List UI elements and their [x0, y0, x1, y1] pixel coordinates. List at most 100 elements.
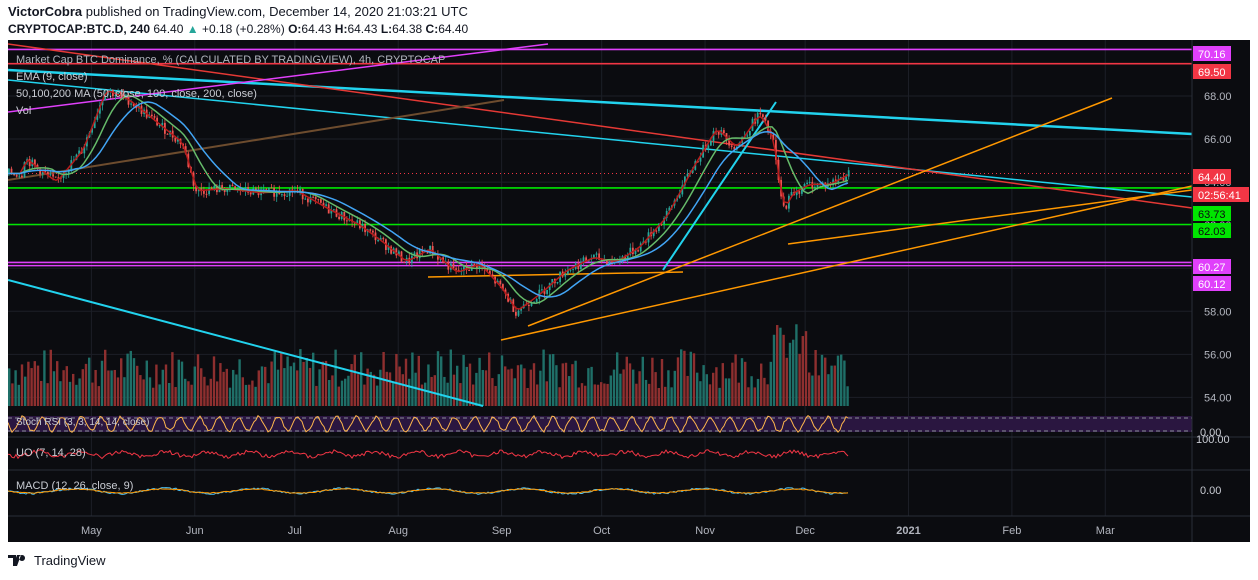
price-tag-bg: [1193, 187, 1249, 202]
volume-bar: [612, 369, 616, 406]
volume-bar: [14, 370, 17, 406]
candle-body: [452, 263, 455, 269]
candle-body: [798, 191, 801, 194]
volume-bar: [238, 359, 241, 406]
volume-bar: [811, 375, 814, 406]
trendline-cyan-upper: [8, 68, 1193, 136]
candle-body: [15, 174, 18, 177]
trendline-cyan-short: [662, 101, 777, 271]
volume-bar: [772, 334, 776, 406]
close-label: C:: [425, 22, 439, 36]
candle-body: [177, 138, 179, 142]
volume-bar: [353, 354, 356, 406]
volume-bar: [408, 378, 411, 406]
volume-bar: [232, 369, 235, 406]
volume-bar: [395, 353, 398, 406]
volume-bar: [440, 356, 443, 406]
trendline-magenta: [8, 43, 549, 113]
candle-body: [668, 207, 671, 211]
footer-brand[interactable]: TradingView: [34, 552, 106, 568]
volume-bar: [552, 354, 555, 406]
volume-bar: [664, 386, 667, 406]
volume-bar: [155, 364, 158, 406]
candle-body: [606, 259, 608, 265]
candle-body: [317, 199, 320, 201]
volume-bar: [411, 352, 414, 406]
volume-bar: [596, 384, 600, 406]
volume-bar: [369, 371, 372, 406]
candle-body: [265, 189, 268, 191]
candle-body: [91, 128, 93, 133]
trendline-red: [8, 43, 1193, 209]
volume-bar: [356, 374, 360, 406]
high-label: H:: [334, 22, 348, 36]
volume-bar: [728, 378, 731, 406]
price-tag-text: 62.03: [1198, 226, 1226, 238]
author-name[interactable]: VictorCobra: [8, 4, 83, 19]
volume-bar: [667, 370, 670, 406]
footer: TradingView: [8, 552, 106, 568]
volume-bar: [24, 376, 27, 406]
volume-bar: [593, 384, 596, 406]
candle-body: [93, 119, 96, 129]
volume-bar: [168, 382, 171, 406]
candle-body: [551, 278, 554, 284]
volume-bar: [248, 384, 251, 406]
volume-bar: [420, 384, 424, 406]
volume-bar: [372, 374, 376, 406]
candle-body: [359, 220, 361, 229]
volume-bar: [740, 358, 744, 406]
candle-body: [96, 113, 99, 120]
volume-bar: [216, 381, 219, 406]
candle-body: [47, 172, 49, 175]
candle-body: [608, 260, 611, 265]
candle-body: [44, 170, 47, 173]
legend-vol: Vol: [16, 105, 32, 117]
x-tick-label: Sep: [492, 525, 512, 537]
candle-body: [585, 257, 587, 262]
volume-bar: [376, 385, 379, 406]
candle-body: [78, 150, 80, 155]
price-tag-bg: [1193, 169, 1231, 184]
volume-bar: [289, 366, 292, 406]
volume-bar: [449, 349, 452, 406]
volume-bar: [526, 387, 529, 406]
candle-body: [8, 168, 10, 174]
volume-bar: [737, 382, 740, 406]
volume-bar: [219, 363, 222, 406]
candle-body: [665, 210, 668, 218]
volume-bar: [600, 382, 603, 406]
volume-bar: [321, 361, 324, 406]
candle-body: [356, 220, 359, 224]
candle-body: [624, 256, 626, 260]
candle-body: [556, 282, 559, 284]
volume-bar: [17, 384, 20, 406]
candle-body: [229, 184, 231, 189]
volume-bar: [273, 351, 276, 406]
trendline-orange-2: [527, 97, 1113, 327]
volume-bar: [392, 382, 395, 406]
volume-bar: [708, 384, 712, 406]
volume-bar: [113, 369, 116, 406]
candle-body: [67, 169, 70, 174]
candle-body: [437, 254, 439, 260]
volume-bar: [414, 372, 417, 406]
candle-body: [733, 146, 736, 150]
volume-bar: [635, 383, 638, 406]
volume-bar: [145, 360, 148, 406]
trendline-orange-1: [427, 271, 684, 278]
chart-area[interactable]: 68.0066.0064.0062.0060.0058.0056.0054.00…: [8, 40, 1250, 542]
open-label: O:: [288, 22, 302, 36]
volume-bar: [814, 350, 817, 406]
volume-bar: [824, 357, 827, 406]
y-tick-label: 66.00: [1204, 134, 1232, 146]
chart-svg[interactable]: 68.0066.0064.0062.0060.0058.0056.0054.00…: [8, 40, 1250, 542]
volume-bar: [171, 352, 174, 406]
candle-body: [738, 142, 741, 147]
volume-bar: [446, 382, 449, 406]
candle-body: [307, 198, 309, 203]
volume-bar: [65, 366, 68, 406]
price-change: +0.18 (+0.28%): [201, 22, 285, 36]
candle-body: [36, 164, 39, 168]
volume-bar: [36, 365, 40, 406]
